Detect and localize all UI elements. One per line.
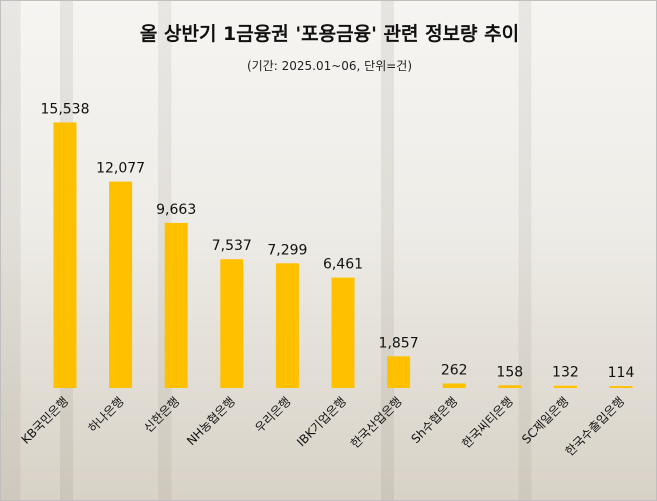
category-label-2: 신한은행 — [140, 394, 182, 436]
category-label-9: SC제일은행 — [518, 394, 571, 447]
data-label-3: 7,537 — [212, 238, 252, 254]
category-label-3: NH농협은행 — [183, 394, 238, 449]
data-label-8: 158 — [496, 364, 523, 380]
data-label-1: 12,077 — [96, 161, 145, 177]
category-label-8: 한국씨티은행 — [458, 394, 515, 451]
category-label-4: 우리은행 — [252, 394, 294, 436]
data-label-5: 6,461 — [323, 257, 363, 273]
data-label-2: 9,663 — [156, 202, 196, 218]
category-label-6: 한국산업은행 — [347, 394, 404, 451]
bar-6 — [387, 356, 411, 388]
bar-10 — [609, 386, 633, 388]
category-label-0: KB국민은행 — [18, 394, 71, 447]
chart-subtitle: (기간: 2025.01~06, 단위=건) — [246, 59, 413, 73]
bar-7 — [442, 383, 466, 388]
bar-0 — [53, 122, 77, 389]
data-label-6: 1,857 — [379, 335, 419, 351]
chart-title: 올 상반기 1금융권 '포용금융' 관련 정보량 추이 — [139, 23, 520, 45]
data-label-0: 15,538 — [41, 101, 90, 117]
bar-5 — [331, 277, 355, 388]
bar-9 — [553, 385, 577, 388]
data-label-7: 262 — [441, 363, 468, 379]
bar-3 — [220, 259, 244, 388]
category-label-10: 한국수출입은행 — [562, 394, 627, 459]
category-label-7: Sh수협은행 — [408, 394, 461, 447]
bar-4 — [275, 263, 299, 388]
bar-2 — [164, 222, 188, 388]
data-label-9: 132 — [552, 365, 579, 381]
bar-1 — [109, 181, 133, 388]
category-label-5: IBK기업은행 — [293, 394, 349, 450]
data-label-10: 114 — [608, 365, 635, 381]
data-label-4: 7,299 — [267, 242, 307, 258]
category-label-1: 하나은행 — [85, 394, 127, 436]
bar-8 — [498, 385, 522, 388]
